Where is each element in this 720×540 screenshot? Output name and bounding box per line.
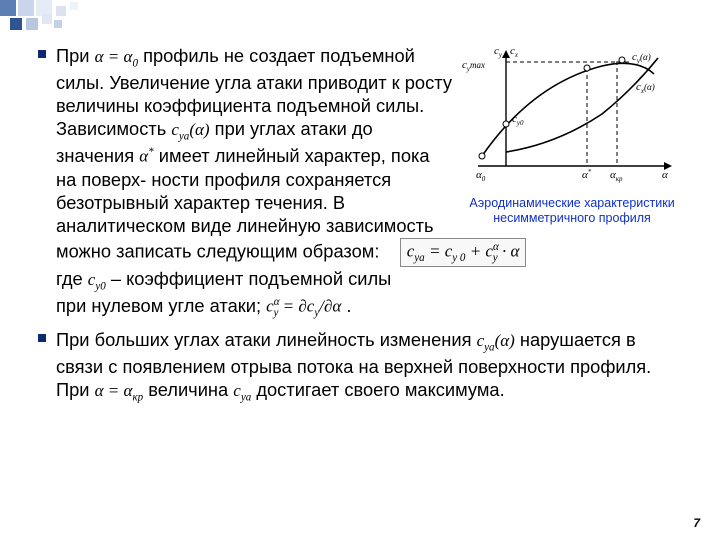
bullet-icon xyxy=(38,334,46,342)
formula-cy0: cy0 xyxy=(88,269,106,294)
deco-square xyxy=(10,18,22,30)
figure-caption: Аэродинамические характеристики несиммет… xyxy=(462,196,682,226)
svg-text:cy0: cy0 xyxy=(512,113,524,127)
paragraph-1: cy cx α cymax cy(α) cx(α) cy0 α0 α* αкр … xyxy=(38,44,682,320)
formula-deriv: cαy = ∂cy/∂α xyxy=(266,295,341,320)
page-number: 7 xyxy=(693,516,700,530)
formula-cya: cya(α) xyxy=(171,119,209,144)
svg-text:cymax: cymax xyxy=(462,59,485,73)
deco-square xyxy=(54,20,62,28)
svg-text:αкр: αкр xyxy=(610,169,623,183)
svg-text:α*: α* xyxy=(582,168,592,181)
deco-square xyxy=(70,2,78,10)
svg-text:cx: cx xyxy=(510,45,519,59)
deco-square xyxy=(0,0,16,16)
formula-alpha0: α = α0 xyxy=(95,46,138,71)
deco-square xyxy=(42,14,52,24)
chart-svg: cy cx α cymax cy(α) cx(α) cy0 α0 α* αкр xyxy=(462,44,682,194)
formula-cya3: cya xyxy=(233,380,251,405)
formula-alphastar: α* xyxy=(139,145,153,167)
formula-main: cya = cy 0 + cαy · α xyxy=(400,238,527,267)
svg-text:cy(α): cy(α) xyxy=(632,51,651,65)
formula-cya2: cya(α) xyxy=(477,330,515,355)
svg-text:cx(α): cx(α) xyxy=(636,81,655,95)
paragraph-2: При больших углах атаки линейность измен… xyxy=(38,328,682,404)
figure-aero: cy cx α cymax cy(α) cx(α) cy0 α0 α* αкр … xyxy=(462,44,682,226)
deco-square xyxy=(26,18,38,30)
deco-square xyxy=(56,6,66,16)
bullet-icon xyxy=(38,50,46,58)
formula-alphakr: α = αкр xyxy=(95,380,144,405)
deco-square xyxy=(18,0,34,16)
svg-text:α: α xyxy=(662,169,668,181)
svg-text:cy: cy xyxy=(494,45,503,59)
svg-text:α0: α0 xyxy=(476,169,486,183)
